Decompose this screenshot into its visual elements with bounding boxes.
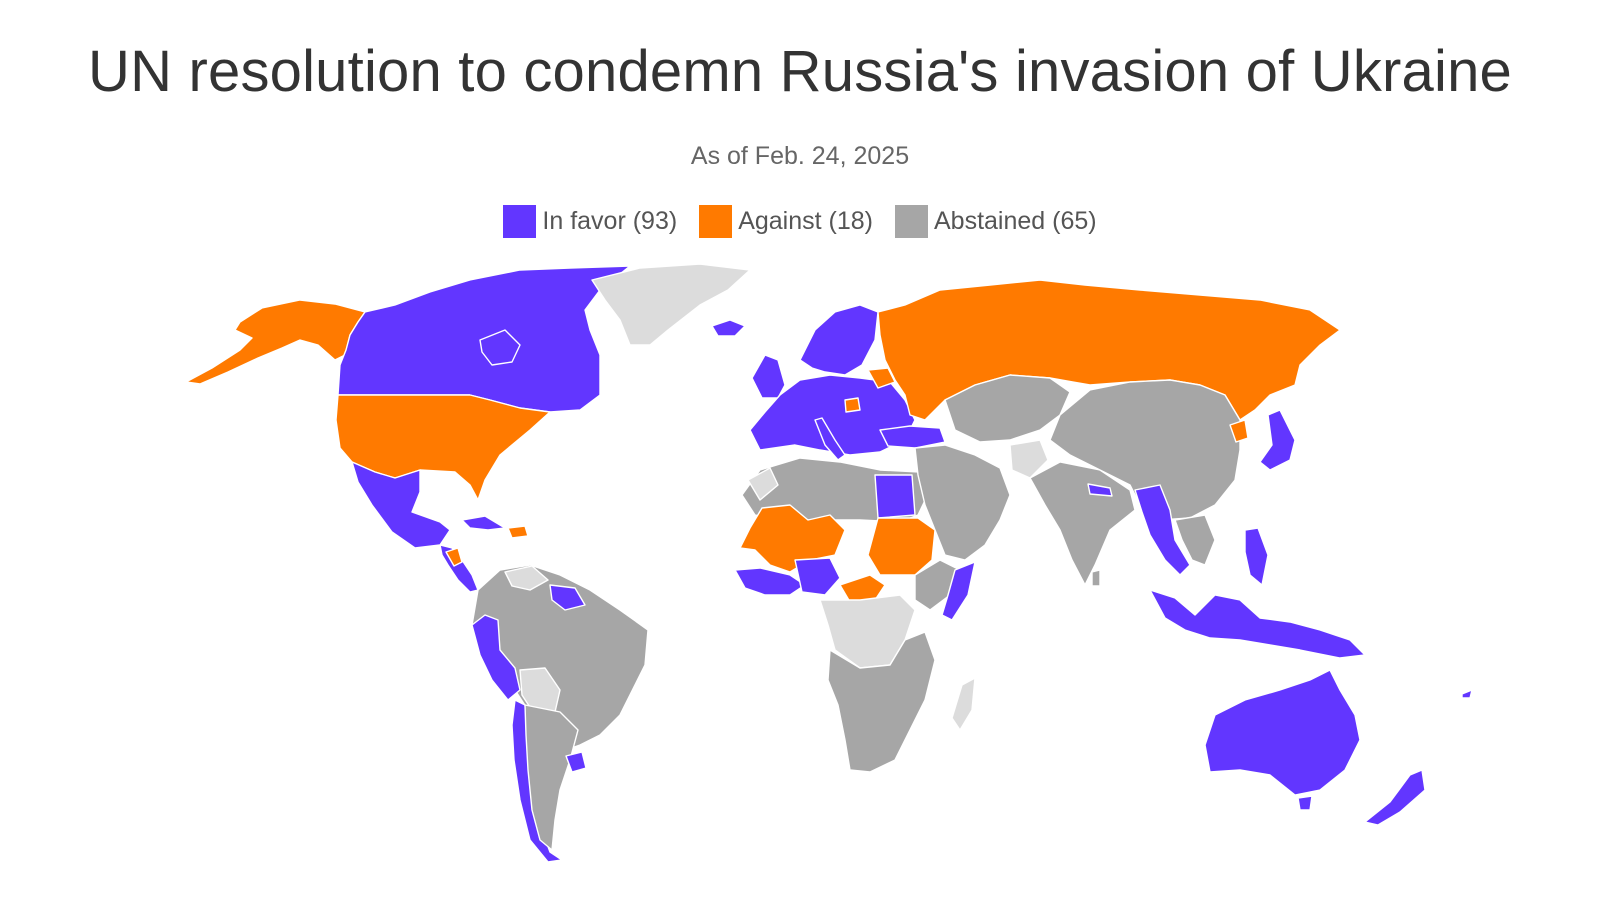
region-tasmania bbox=[1297, 795, 1313, 811]
legend-label-against: Against (18) bbox=[738, 207, 873, 235]
region-indonesia-malaysia bbox=[1149, 589, 1366, 659]
legend: In favor (93) Against (18) Abstained (65… bbox=[0, 205, 1600, 238]
legend-swatch-in-favor bbox=[503, 205, 537, 238]
region-sri-lanka bbox=[1091, 569, 1101, 587]
region-peru bbox=[471, 614, 521, 701]
region-philippines bbox=[1244, 527, 1269, 586]
region-belarus-hungary bbox=[844, 367, 896, 413]
region-turkey bbox=[879, 425, 946, 449]
legend-item-in-favor: In favor (93) bbox=[503, 205, 677, 238]
chart-title: UN resolution to condemn Russia's invasi… bbox=[87, 39, 1512, 104]
region-madagascar bbox=[951, 677, 976, 731]
region-mexico bbox=[351, 461, 451, 549]
region-western-sahara bbox=[747, 467, 779, 501]
legend-swatch-abstained bbox=[894, 205, 928, 238]
region-middle-east bbox=[914, 444, 1011, 561]
region-australia bbox=[1204, 669, 1361, 796]
world-map bbox=[185, 263, 1473, 863]
region-greenland bbox=[591, 263, 751, 346]
region-scandinavia bbox=[799, 304, 879, 376]
region-somalia bbox=[941, 561, 976, 621]
region-car bbox=[839, 574, 886, 603]
region-italy bbox=[814, 417, 846, 461]
region-haiti-dr bbox=[507, 525, 529, 539]
region-myanmar-thailand bbox=[1134, 484, 1191, 576]
region-egypt bbox=[874, 474, 916, 519]
legend-swatch-against bbox=[699, 205, 733, 238]
legend-label-abstained: Abstained (65) bbox=[933, 207, 1097, 235]
region-uk-ireland bbox=[751, 354, 786, 399]
region-new-zealand bbox=[1364, 769, 1426, 826]
region-alaska bbox=[185, 299, 366, 385]
region-india-south-asia bbox=[1029, 461, 1136, 586]
region-west-africa-coast bbox=[734, 567, 806, 596]
chart-subtitle: As of Feb. 24, 2025 bbox=[690, 142, 910, 170]
region-usa bbox=[335, 394, 551, 501]
region-nepal bbox=[1087, 483, 1113, 497]
region-cuba bbox=[461, 515, 506, 531]
region-north-korea bbox=[1229, 419, 1249, 443]
legend-item-against: Against (18) bbox=[699, 205, 873, 238]
region-afghanistan bbox=[1009, 439, 1049, 479]
region-china-mongolia bbox=[1049, 379, 1241, 521]
region-nicaragua bbox=[445, 547, 463, 567]
region-southern-africa bbox=[827, 631, 936, 773]
region-uruguay bbox=[565, 751, 587, 773]
region-iceland bbox=[711, 319, 746, 337]
region-nigeria bbox=[794, 557, 841, 596]
region-pacific-islands bbox=[1461, 689, 1473, 699]
region-guianas bbox=[549, 584, 586, 611]
legend-item-abstained: Abstained (65) bbox=[894, 205, 1097, 238]
region-sudan bbox=[867, 517, 936, 576]
region-venezuela-area bbox=[504, 565, 549, 591]
region-argentina bbox=[524, 704, 579, 851]
region-canada bbox=[337, 265, 631, 413]
region-japan bbox=[1259, 409, 1296, 471]
legend-label-in-favor: In favor (93) bbox=[542, 207, 678, 235]
region-indochina bbox=[1174, 514, 1216, 566]
